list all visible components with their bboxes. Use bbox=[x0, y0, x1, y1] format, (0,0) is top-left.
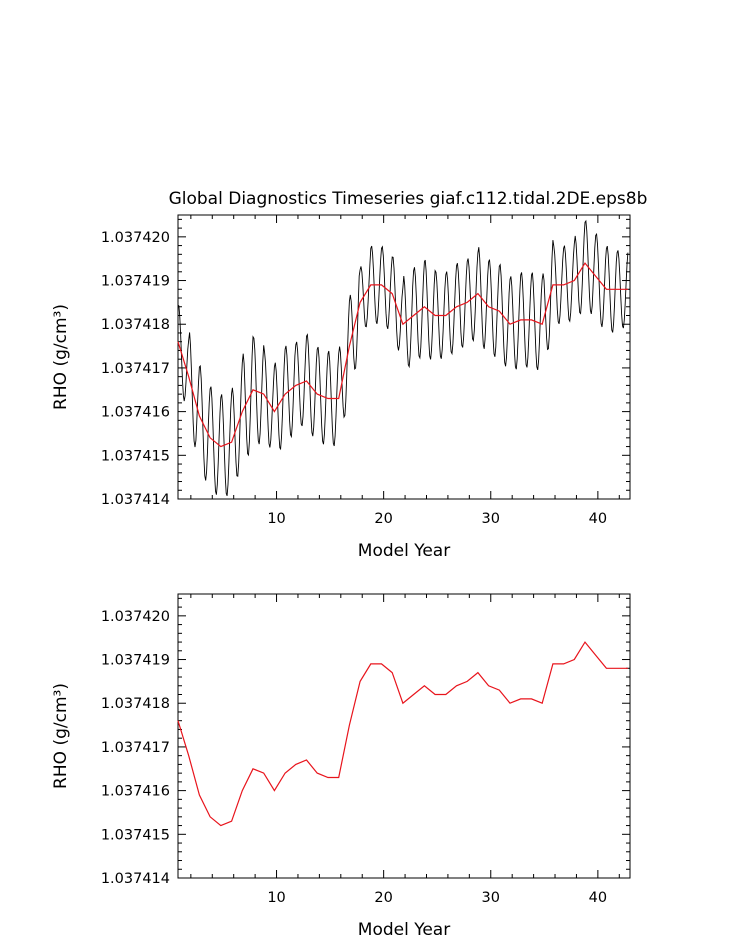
bottom-y-axis-label: RHO (g/cm³) bbox=[51, 683, 71, 789]
top-plot-frame bbox=[177, 214, 631, 500]
bottom-axis-ticks bbox=[178, 594, 630, 879]
bottom-xtick-label: 40 bbox=[589, 890, 607, 906]
top-xtick-label: 40 bbox=[589, 511, 607, 527]
top-monthly-series bbox=[177, 219, 629, 496]
top-ytick-label: 1.037420 bbox=[101, 230, 170, 246]
bottom-ytick-label: 1.037414 bbox=[101, 871, 170, 887]
top-x-axis-label: Model Year bbox=[358, 541, 450, 561]
top-annual-series bbox=[177, 262, 628, 448]
bottom-xtick-label: 10 bbox=[267, 890, 285, 906]
top-ytick-label: 1.037416 bbox=[101, 405, 170, 421]
top-ytick-label: 1.037415 bbox=[101, 448, 170, 464]
bottom-ytick-label: 1.037420 bbox=[101, 609, 170, 625]
bottom-plot-frame bbox=[177, 593, 631, 879]
top-ytick-label: 1.037414 bbox=[101, 492, 170, 508]
bottom-xtick-label: 30 bbox=[482, 890, 500, 906]
top-ytick-label: 1.037417 bbox=[101, 361, 170, 377]
top-x-tick-labels: 10 20 30 40 bbox=[267, 511, 607, 527]
top-panel: 1.037414 1.037415 1.037416 1.037417 1.037418… bbox=[51, 214, 631, 561]
chart-title: Global Diagnostics Timeseries giaf.c112.… bbox=[169, 189, 648, 209]
bottom-ytick-label: 1.037417 bbox=[101, 740, 170, 756]
top-xtick-label: 20 bbox=[374, 511, 392, 527]
top-ytick-label: 1.037419 bbox=[101, 274, 170, 290]
top-y-tick-labels: 1.037414 1.037415 1.037416 1.037417 1.037418… bbox=[101, 230, 170, 508]
bottom-x-axis-label: Model Year bbox=[358, 920, 450, 940]
bottom-ytick-label: 1.037416 bbox=[101, 784, 170, 800]
top-monthly-line bbox=[177, 219, 629, 496]
top-xtick-label: 30 bbox=[482, 511, 500, 527]
bottom-ytick-label: 1.037419 bbox=[101, 653, 170, 669]
top-annual-line bbox=[177, 262, 628, 448]
bottom-y-tick-labels: 1.037414 1.037415 1.037416 1.037417 1.037418… bbox=[101, 609, 170, 887]
bottom-ytick-label: 1.037415 bbox=[101, 827, 170, 843]
bottom-annual-line bbox=[177, 641, 628, 827]
bottom-xtick-label: 20 bbox=[374, 890, 392, 906]
top-ytick-label: 1.037418 bbox=[101, 317, 170, 333]
top-y-axis-label: RHO (g/cm³) bbox=[51, 304, 71, 410]
top-xtick-label: 10 bbox=[267, 511, 285, 527]
bottom-ytick-label: 1.037418 bbox=[101, 696, 170, 712]
top-axis-ticks bbox=[178, 215, 630, 500]
bottom-panel: 1.037414 1.037415 1.037416 1.037417 1.037418… bbox=[51, 593, 631, 940]
bottom-x-tick-labels: 10 20 30 40 bbox=[267, 890, 607, 906]
bottom-annual-series bbox=[177, 641, 628, 827]
